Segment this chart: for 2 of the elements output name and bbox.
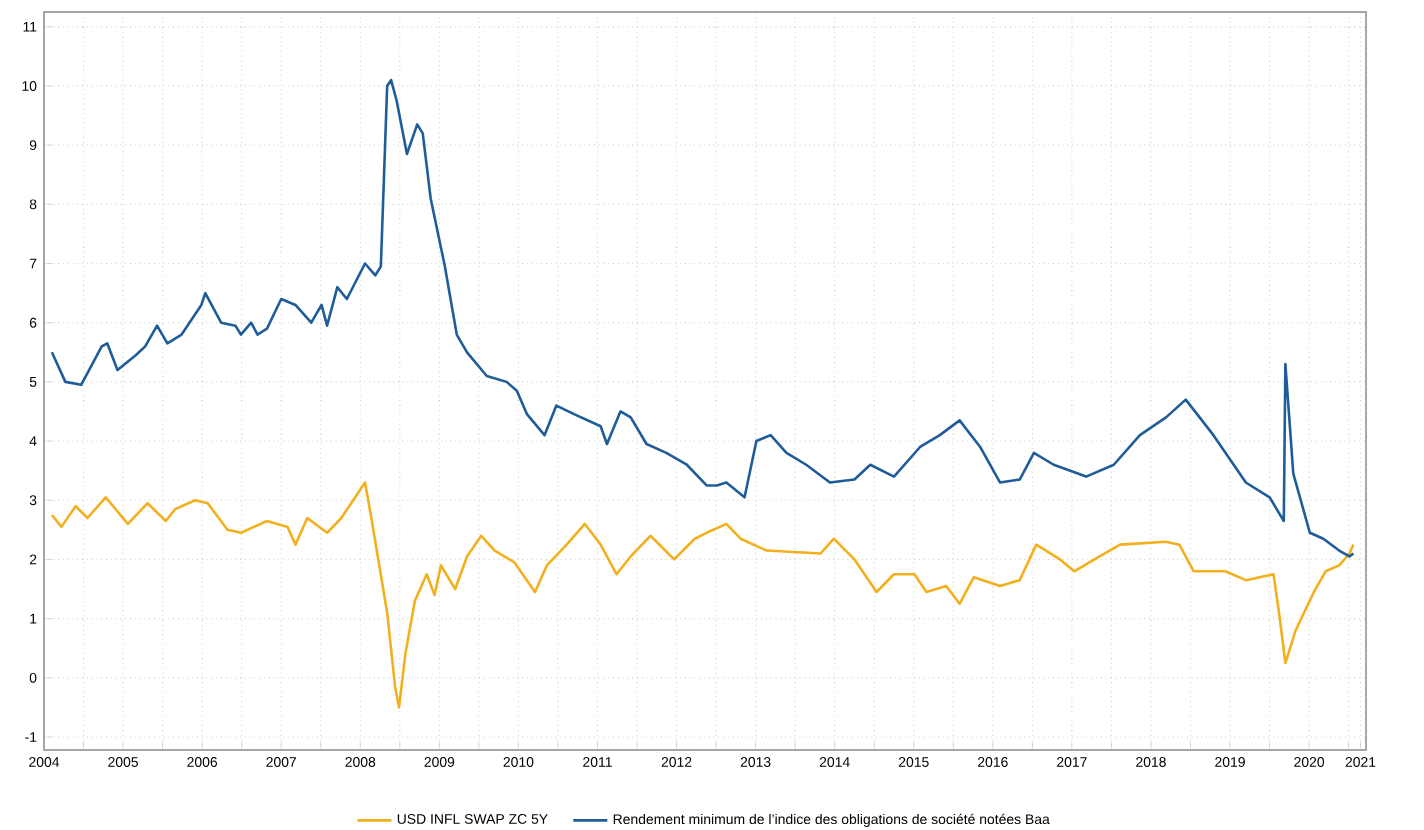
line-series bbox=[50, 78, 1355, 558]
line-series bbox=[50, 481, 1355, 709]
